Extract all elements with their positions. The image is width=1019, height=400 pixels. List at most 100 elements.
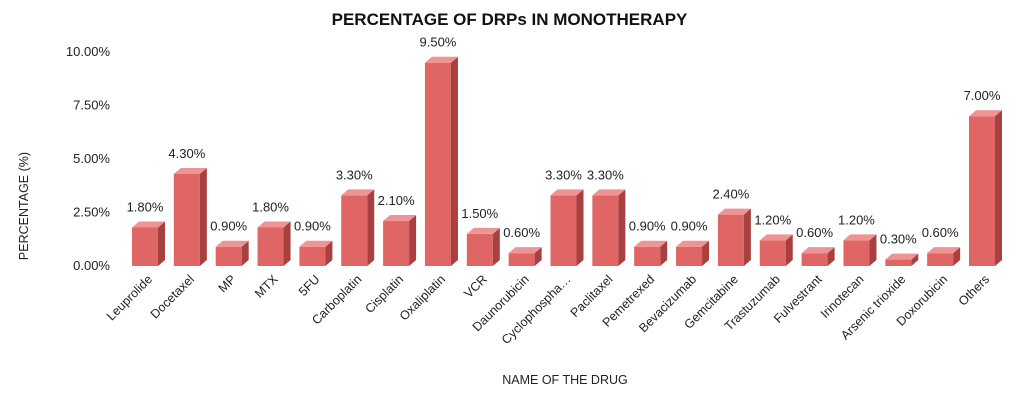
data-labels: 1.80% 4.30% 0.90% 1.80% 0.90% 3.30% 2.10% 9.50%… [127,35,1001,247]
bar-top [132,221,165,228]
x-tick-label: MP [216,272,239,295]
bar-front [634,246,661,266]
bar-top [592,189,626,196]
bar [173,167,207,266]
bar-top [215,240,249,247]
data-label: 3.30% [336,167,373,182]
data-label: 0.90% [210,219,247,234]
bar [215,240,249,266]
bar-side [325,240,333,266]
bar [676,240,710,266]
bar-front [508,253,535,266]
bar [424,56,458,267]
bar-front [927,253,954,266]
bar [550,189,584,266]
x-tick-label: Docetaxel [148,272,197,321]
bar [257,221,291,266]
bar-side [785,234,793,266]
bar-top [550,189,584,196]
data-label: 1.80% [127,199,164,214]
bar [927,247,961,266]
x-tick-label: MTX [252,272,281,301]
bar [299,240,333,266]
bar-front [215,246,242,266]
data-label: 0.60% [922,225,959,240]
y-tick-label: 5.00% [73,151,110,166]
bars [132,56,1002,267]
bar-top [341,189,375,196]
x-tick-label: Leuprolide [104,272,155,323]
bar-side [367,189,375,266]
data-label: 1.80% [252,199,289,214]
bar-side [660,240,668,266]
data-label: 3.30% [545,167,582,182]
bar-side [995,110,1002,266]
bar-front [424,62,451,267]
bar-side [534,247,542,266]
data-label: 3.30% [587,167,624,182]
data-label: 1.20% [754,212,791,227]
bar-side [743,208,751,266]
data-label: 0.60% [503,225,540,240]
bar-front [341,195,368,266]
y-tick-label: 0.00% [73,258,110,273]
bar-top [969,110,1002,117]
bar-front [717,214,744,266]
bar-front [466,233,493,266]
x-tick-label: VCR [461,272,490,301]
bar-front [299,246,326,266]
bar-top [383,215,417,222]
bar-front [885,259,912,266]
bar-top [717,208,751,215]
bar-top [299,240,333,247]
x-tick-label: 5FU [296,272,323,299]
bar [801,247,835,266]
bar-front [969,116,995,266]
y-tick-label: 10.00% [66,44,111,59]
bar-front [383,221,410,266]
bar-side [199,167,207,266]
data-label: 0.30% [880,232,917,247]
bar-top [759,234,793,241]
data-label: 7.00% [964,88,1001,103]
bar-top [424,56,458,63]
bar-top [257,221,291,228]
bar-front [132,227,158,266]
bar [717,208,751,266]
bar [969,110,1002,266]
x-tick-label: Others [956,272,992,308]
bar-top [508,247,542,254]
bar [843,234,877,266]
y-axis-ticks: 0.00% 2.50% 5.00% 7.50% 10.00% [66,44,111,273]
bar-front [759,240,786,266]
bar-side [450,56,458,267]
data-label: 0.90% [294,219,331,234]
bar-side [158,221,165,266]
data-label: 0.60% [796,225,833,240]
bar-front [550,195,577,266]
bar-top [927,247,961,254]
bar [341,189,375,266]
y-tick-label: 7.50% [73,98,110,113]
bar [466,227,500,266]
bar-top [885,253,919,260]
data-label: 1.20% [838,212,875,227]
bar [508,247,542,266]
y-tick-label: 2.50% [73,205,110,220]
bar [592,189,626,266]
data-label: 0.90% [671,219,708,234]
bar-top [843,234,877,241]
bar-side [492,227,500,266]
bar-front [592,195,619,266]
bar-side [618,189,626,266]
data-label: 1.50% [461,206,498,221]
bar-top [676,240,710,247]
bar-front [801,253,828,266]
bar-front [843,240,870,266]
data-label: 0.90% [629,219,666,234]
bar-side [911,253,919,266]
data-label: 9.50% [420,35,457,50]
bar-top [173,167,207,174]
